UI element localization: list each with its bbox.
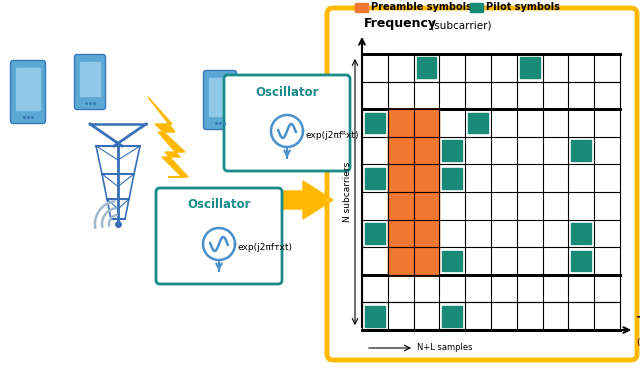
Text: exp(j2πfᴿxt): exp(j2πfᴿxt) [305,131,358,140]
Text: Oscillator: Oscillator [255,86,319,99]
Text: (subcarrier): (subcarrier) [427,20,492,30]
Bar [442,306,462,327]
Text: Frequency: Frequency [364,17,437,30]
Bar [442,140,462,161]
Bar [572,250,591,272]
Text: Oscillator: Oscillator [188,199,251,212]
Text: Preamble symbols: Preamble symbols [371,3,472,13]
Bar [417,57,436,78]
Bar [365,223,385,244]
Bar [468,112,488,134]
Bar [362,54,620,330]
Bar [365,306,385,327]
Bar [470,3,483,12]
FancyBboxPatch shape [156,188,282,284]
Polygon shape [148,97,188,177]
Text: N subcarriers: N subcarriers [344,162,353,222]
Bar [365,112,385,134]
Polygon shape [188,181,333,219]
Text: exp(j2πfᴛxt): exp(j2πfᴛxt) [237,244,292,253]
FancyBboxPatch shape [204,71,237,129]
Bar [572,223,591,244]
Bar [442,250,462,272]
Bar [388,109,440,275]
Text: N+L samples: N+L samples [417,343,472,353]
Bar [80,62,100,96]
Text: Pilot symbols: Pilot symbols [486,3,560,13]
Bar [355,3,368,12]
FancyBboxPatch shape [327,8,637,360]
Bar [16,68,40,110]
Text: Time: Time [637,315,640,328]
Bar [572,140,591,161]
Text: (OFDM symbol): (OFDM symbol) [637,338,640,347]
FancyBboxPatch shape [10,61,45,124]
FancyBboxPatch shape [224,75,350,171]
Bar [442,168,462,189]
Bar [520,57,540,78]
FancyBboxPatch shape [74,55,106,109]
Bar [365,168,385,189]
Bar [209,78,231,116]
